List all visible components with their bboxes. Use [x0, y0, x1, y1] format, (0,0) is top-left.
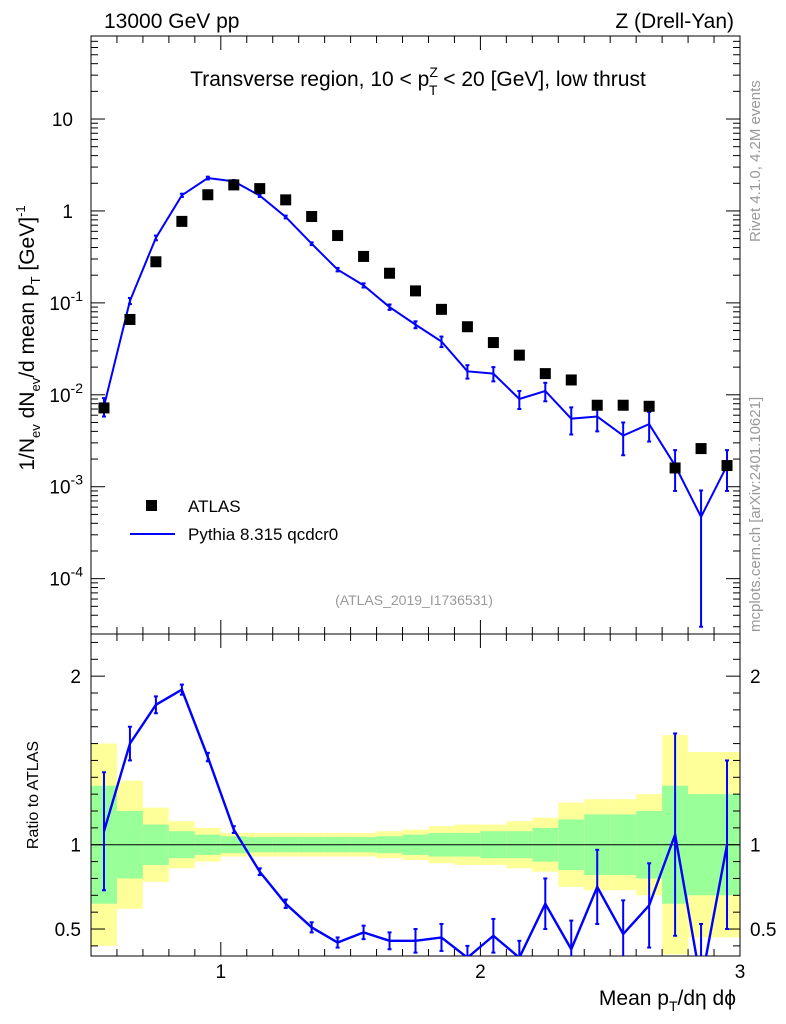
atlas-data-point — [384, 267, 396, 279]
atlas-data-point — [254, 183, 266, 195]
atlas-data-point — [565, 374, 577, 386]
main-y-tick-label-exp: -3 — [71, 472, 84, 488]
atlas-data-point — [124, 313, 136, 325]
main-y-axis-title: 1/Nev dNev/d mean pT [GeV]-1 — [13, 205, 43, 470]
atlas-data-point — [410, 285, 421, 297]
title-pre: Transverse region, 10 < p — [190, 68, 429, 91]
main-y-tick-label-base: 10 — [49, 570, 70, 591]
ylabel-a-sub: ev — [28, 424, 43, 438]
ylabel-d-sup: -1 — [13, 205, 28, 217]
atlas-data-point — [643, 400, 655, 412]
atlas-data-point — [98, 402, 110, 414]
atlas-data-point — [332, 230, 344, 242]
title-sup: Z — [429, 64, 438, 80]
atlas-data-point — [461, 321, 473, 333]
legend-marker-atlas — [146, 500, 157, 511]
ratio-frame — [90, 633, 741, 957]
atlas-data-point — [617, 399, 629, 411]
main-y-tick-label-base: 10 — [49, 386, 70, 407]
ylabel-d: [GeV] — [16, 217, 39, 277]
legend: ATLAS Pythia 8.315 qcdcr0 — [130, 497, 338, 544]
atlas-data-point — [150, 256, 162, 268]
x-axis-title: Mean pT/dη dϕ — [599, 987, 736, 1014]
xlabel-b: /dη dϕ — [678, 987, 736, 1010]
ylabel-b: dN — [16, 392, 39, 425]
analysis-id-label: (ATLAS_2019_I1736531) — [335, 592, 493, 608]
ylabel-c: /d mean p — [16, 284, 39, 377]
atlas-data-point — [487, 337, 499, 349]
ratio-y-tick-label: 1 — [70, 836, 81, 857]
ratio-y-tick-label-right: 2 — [750, 667, 761, 688]
ratio-y-tick-label-right: 0.5 — [750, 920, 776, 941]
ratio-y-tick-label-right: 1 — [750, 836, 761, 857]
header-left-label: 13000 GeV pp — [104, 10, 239, 33]
main-y-tick-label: 1 — [62, 202, 73, 223]
atlas-data-point — [228, 179, 240, 191]
ratio-plot-content — [101, 683, 730, 956]
main-y-tick-label-exp: -2 — [71, 380, 84, 396]
header-right-label: Z (Drell-Yan) — [615, 10, 734, 33]
ratio-y-tick-label: 2 — [70, 667, 81, 688]
main-y-tick-label: 10 — [52, 110, 73, 131]
legend-label-atlas: ATLAS — [188, 497, 241, 516]
atlas-data-point — [202, 189, 214, 201]
ylabel-c-sub: T — [28, 276, 43, 284]
mcplots-label: mcplots.cern.ch [arXiv:2401.10621] — [747, 397, 764, 632]
ratio-y-axis-title: Ratio to ATLAS — [25, 741, 42, 849]
main-y-tick-label: 10-2 — [49, 380, 83, 407]
plot-title: Transverse region, 10 < pZ T < 20 [GeV], … — [190, 64, 646, 98]
atlas-data-point — [280, 194, 292, 206]
ylabel-b-sub: ev — [28, 377, 43, 391]
xlabel-a: Mean p — [599, 987, 669, 1010]
atlas-data-point — [721, 460, 733, 472]
x-tick-label: 1 — [216, 962, 227, 983]
main-y-tick-label-base: 10 — [52, 110, 73, 131]
legend-label-pythia: Pythia 8.315 qcdcr0 — [188, 525, 338, 544]
title-post: < 20 [GeV], low thrust — [437, 68, 646, 91]
main-y-tick-label-exp: -1 — [71, 288, 84, 304]
atlas-data-point — [539, 368, 551, 380]
main-y-tick-label-base: 10 — [49, 478, 70, 499]
main-y-tick-label: 10-1 — [49, 288, 83, 315]
ratio-axes: 0.5 0.5 1 1 2 2 1 2 3 — [55, 633, 776, 983]
main-y-tick-label: 10-4 — [49, 564, 83, 591]
rivet-version-label: Rivet 4.1.0, 4.2M events — [747, 80, 764, 242]
ratio-y-tick-label: 0.5 — [55, 920, 81, 941]
atlas-data-point — [669, 462, 681, 474]
atlas-data-point — [695, 443, 707, 455]
atlas-data-point — [358, 250, 370, 262]
mc-line — [103, 177, 728, 520]
atlas-data-point — [591, 399, 603, 411]
main-y-tick-label: 10-3 — [49, 472, 83, 499]
title-sub: T — [429, 82, 438, 98]
main-frame — [90, 35, 741, 635]
main-y-tick-label-base: 1 — [62, 202, 73, 223]
main-y-tick-label-base: 10 — [49, 294, 70, 315]
atlas-data-point — [306, 211, 318, 223]
main-y-tick-label-exp: -4 — [71, 564, 84, 580]
x-tick-label: 2 — [475, 962, 486, 983]
x-tick-label: 3 — [735, 962, 746, 983]
atlas-data-point — [513, 349, 525, 361]
atlas-data-point — [435, 303, 447, 315]
ylabel-a: 1/N — [16, 438, 39, 471]
main-plot-content — [98, 175, 733, 628]
atlas-data-point — [176, 215, 188, 227]
xlabel-a-sub: T — [669, 998, 678, 1014]
